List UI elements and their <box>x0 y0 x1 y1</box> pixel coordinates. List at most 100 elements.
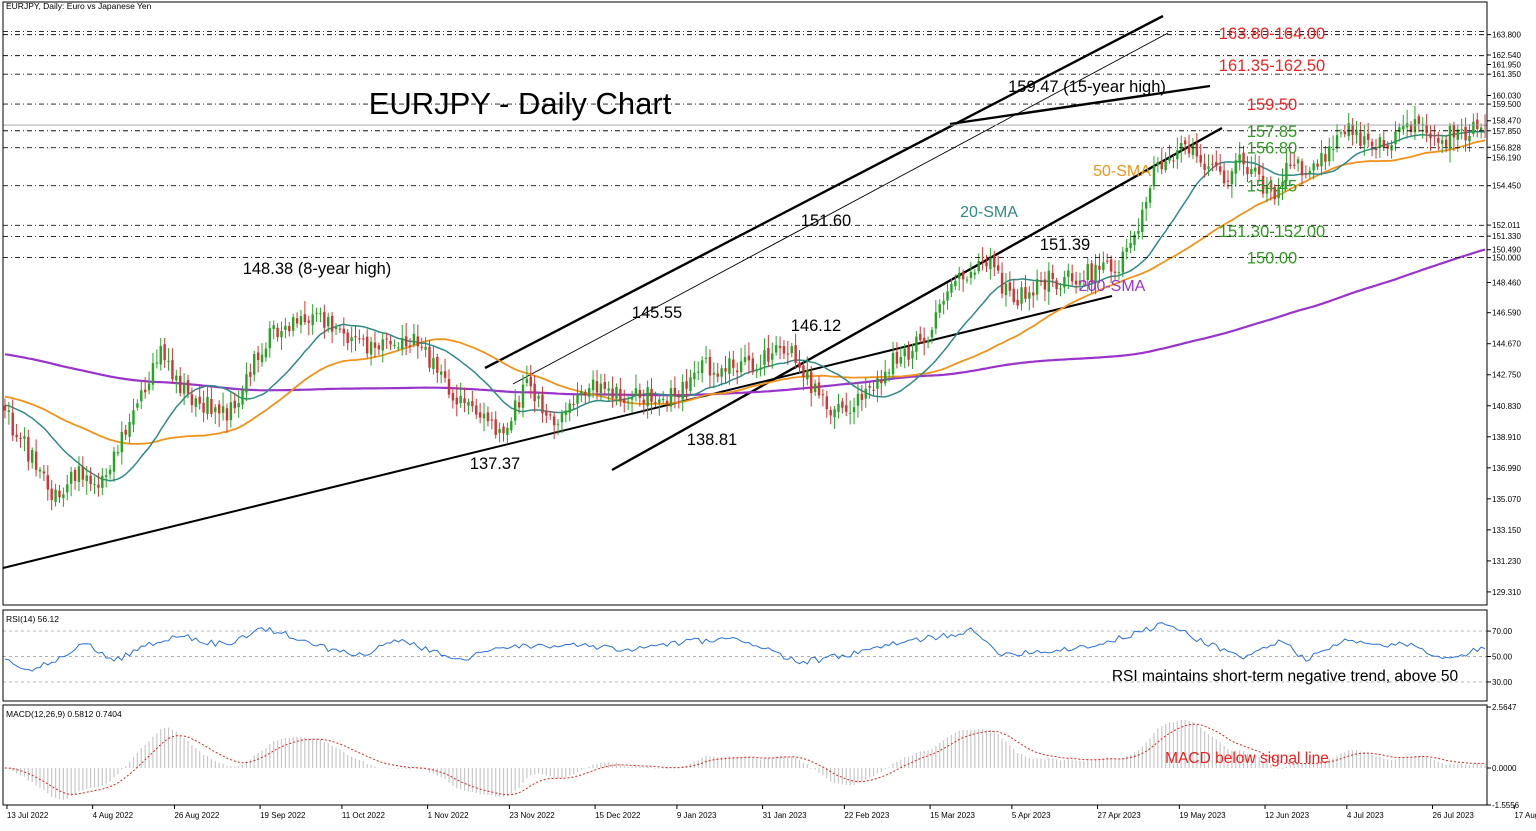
macd-histogram-bar <box>541 768 544 775</box>
candle-body <box>7 410 11 412</box>
macd-histogram-bar <box>347 754 349 769</box>
candle-body <box>1444 139 1448 147</box>
macd-histogram-bar <box>1344 752 1346 769</box>
candle-body <box>517 402 521 408</box>
candle <box>852 397 856 425</box>
macd-signal-line <box>4 723 1486 796</box>
candle-body <box>171 360 174 380</box>
candle <box>1098 253 1101 284</box>
macd-histogram-bar <box>518 768 520 788</box>
macd-histogram-bar <box>405 768 407 769</box>
candle-body <box>813 383 817 393</box>
macd-histogram-bar <box>312 738 314 769</box>
candle <box>202 390 205 423</box>
candle-body <box>1468 135 1471 142</box>
candle-body <box>1394 131 1397 145</box>
rsi-annotation: RSI maintains short-term negative trend,… <box>1112 668 1459 685</box>
candle-body <box>560 413 564 423</box>
candle <box>354 325 357 351</box>
candle-body <box>716 373 719 377</box>
candle-body <box>759 367 762 370</box>
candle-body <box>599 383 603 394</box>
y-tick-label: 150.490 <box>1492 246 1521 255</box>
price-annotation: 137.37 <box>470 455 520 473</box>
candle <box>833 405 836 429</box>
macd-histogram-bar <box>728 756 731 769</box>
macd-histogram-bar <box>397 768 399 770</box>
macd-histogram-bar <box>806 764 808 769</box>
candle <box>1028 285 1031 311</box>
candle-body <box>245 374 248 393</box>
x-tick-label: 31 Jan 2023 <box>763 811 808 820</box>
macd-histogram-bar <box>950 734 953 769</box>
macd-histogram-bar <box>919 751 921 769</box>
candle <box>985 255 988 273</box>
candle-body <box>899 357 903 364</box>
macd-histogram-bar <box>997 733 999 769</box>
macd-histogram-bar <box>756 758 758 769</box>
macd-histogram-bar <box>522 768 524 783</box>
candle-body <box>225 408 229 421</box>
candle <box>965 276 969 284</box>
candle <box>233 392 236 414</box>
macd-histogram-bar <box>1184 719 1186 769</box>
y-tick-label: 162.540 <box>1492 51 1521 60</box>
candle <box>253 350 256 382</box>
macd-histogram-bar <box>721 757 723 769</box>
macd-histogram-bar <box>526 768 528 779</box>
macd-histogram-bar <box>631 766 633 769</box>
macd-histogram-bar <box>1394 759 1397 769</box>
candle <box>599 374 603 401</box>
macd-histogram-bar <box>802 762 805 769</box>
candle-body <box>369 341 373 355</box>
macd-histogram-bar <box>1250 754 1252 769</box>
candle-body <box>969 272 973 278</box>
candle <box>1176 137 1179 169</box>
candle <box>697 361 700 381</box>
macd-histogram-bar <box>1305 763 1307 769</box>
candle <box>280 321 283 350</box>
candle-body <box>584 391 587 396</box>
macd-histogram-bar <box>888 767 890 769</box>
candle-body <box>494 419 497 435</box>
candle <box>556 419 560 435</box>
macd-histogram-bar <box>1161 726 1163 769</box>
candle-body <box>872 389 875 391</box>
candle-body <box>533 383 536 402</box>
candle-body <box>1328 146 1331 162</box>
candle <box>256 345 260 373</box>
candle-body <box>845 405 848 412</box>
candle <box>455 384 458 417</box>
candle-body <box>338 328 342 330</box>
candle <box>907 341 910 367</box>
candle-body <box>915 336 918 352</box>
candle-body <box>852 407 856 413</box>
candle-body <box>1476 119 1479 130</box>
candle <box>471 390 474 412</box>
candle <box>1109 255 1113 284</box>
macd-tick-label: 0.0000 <box>1492 764 1517 773</box>
macd-histogram-bar <box>1453 764 1455 769</box>
candle <box>1312 160 1315 180</box>
candle-body <box>848 412 852 414</box>
candle-body <box>841 401 844 408</box>
candle-body <box>1109 259 1113 272</box>
macd-histogram-bar <box>1324 760 1326 769</box>
macd-histogram-bar <box>1235 750 1237 769</box>
candle <box>716 362 719 383</box>
candle-body <box>1292 164 1296 166</box>
candle <box>85 465 88 495</box>
candle-body <box>669 388 673 407</box>
candle <box>700 356 704 383</box>
macd-histogram-bar <box>1219 742 1221 769</box>
macd-histogram-bar <box>767 758 769 769</box>
candle-body <box>922 337 926 344</box>
candle-body <box>1222 170 1226 184</box>
price-annotation: 145.55 <box>632 304 682 322</box>
candle-body <box>1359 132 1362 146</box>
candle-body <box>249 372 252 377</box>
candle <box>1448 122 1452 163</box>
candle-body <box>564 410 568 415</box>
y-tick-label: 135.070 <box>1492 495 1521 504</box>
